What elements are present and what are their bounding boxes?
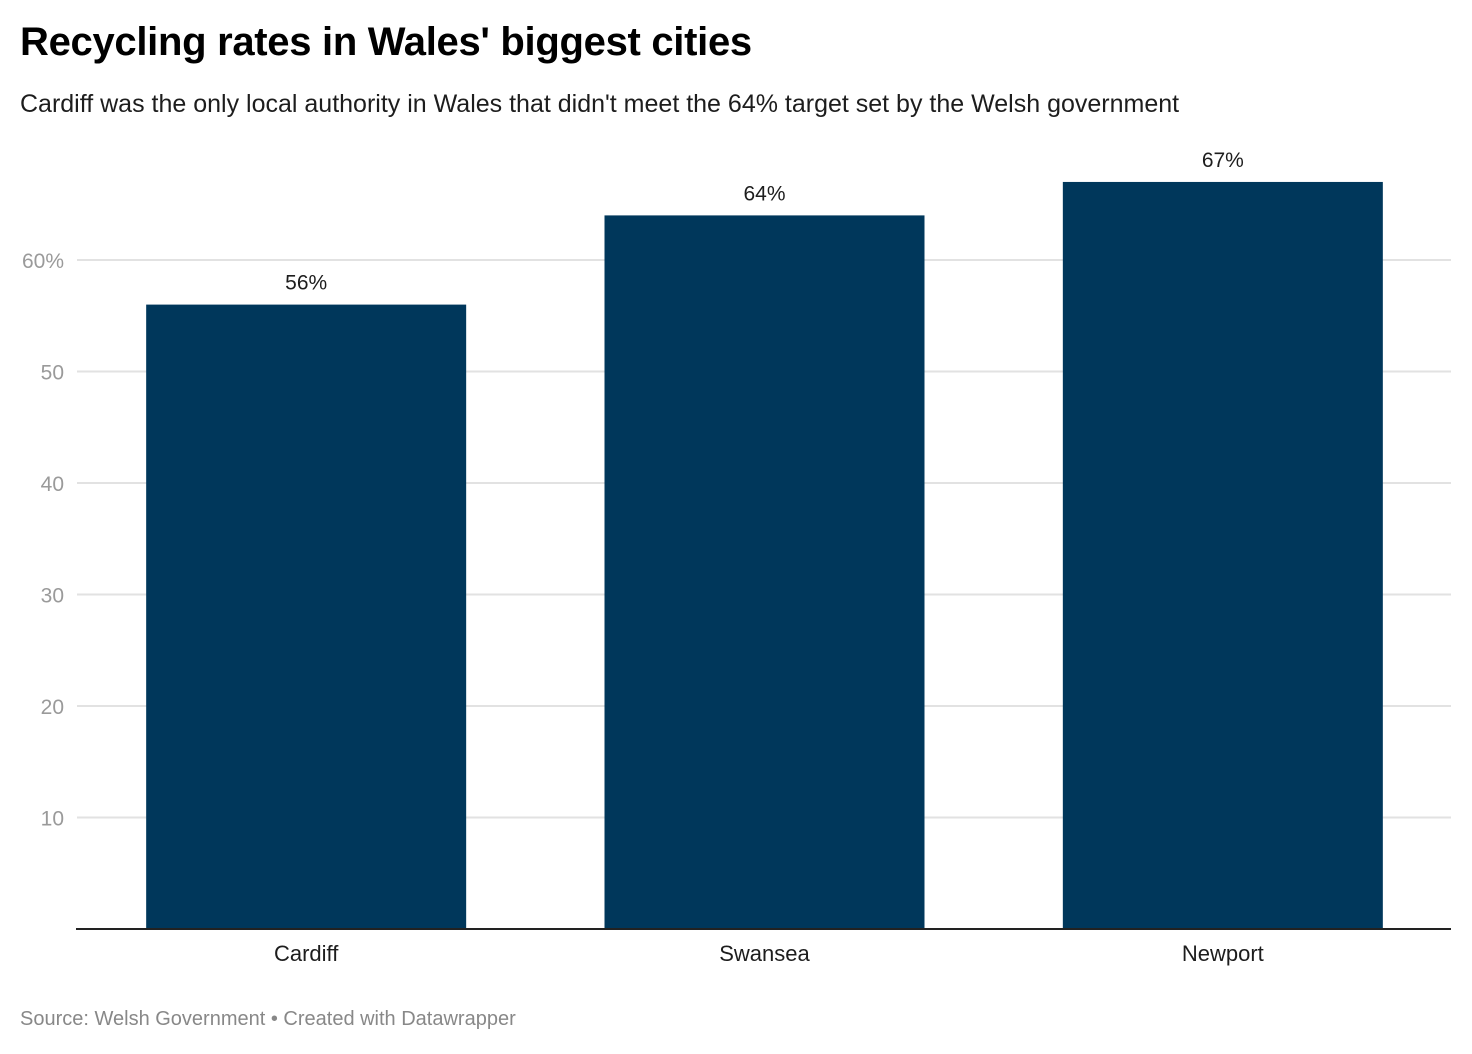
- x-tick-label: Newport: [1182, 941, 1264, 966]
- chart-subtitle: Cardiff was the only local authority in …: [20, 90, 1180, 118]
- y-tick-label: 20: [41, 696, 64, 719]
- y-tick-label: 60%: [22, 250, 64, 273]
- bar-newport: [1062, 181, 1383, 929]
- bar-cardiff: [146, 304, 467, 930]
- source-footer: Source: Welsh Government • Created with …: [20, 1008, 516, 1030]
- chart-title: Recycling rates in Wales' biggest cities: [20, 20, 752, 64]
- data-label: 67%: [1202, 149, 1244, 172]
- x-tick-label: Cardiff: [274, 941, 339, 966]
- data-label: 56%: [285, 272, 327, 295]
- bar-swansea: [604, 215, 925, 929]
- y-tick-label: 50: [41, 362, 64, 385]
- data-label: 64%: [743, 182, 785, 205]
- bar-chart: 10 20 30 40 50 60% 56% Cardiff 64% Swansea 67% Newp…: [22, 149, 1451, 966]
- y-tick-label: 30: [41, 585, 64, 608]
- y-tick-label: 10: [41, 808, 64, 831]
- y-tick-label: 40: [41, 473, 64, 496]
- x-tick-label: Swansea: [719, 941, 810, 966]
